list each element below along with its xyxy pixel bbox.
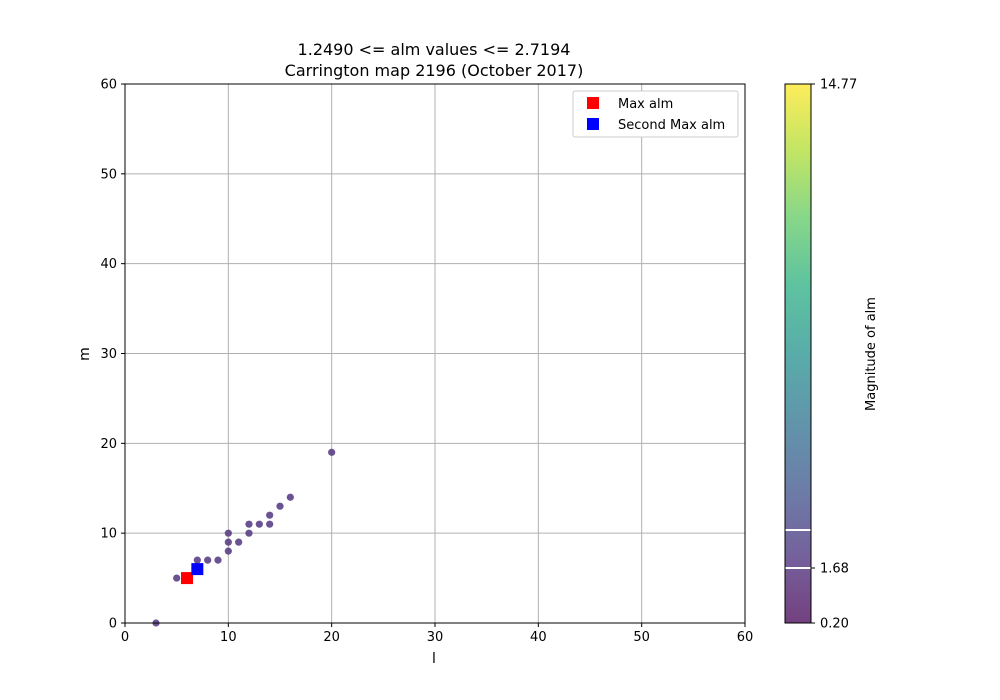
colorbar-frame [784,83,812,624]
colorbar-label: Magnitude of alm [864,297,879,411]
y-tick-label: 0 [109,617,117,632]
y-axis-label: m [77,347,93,361]
data-point [193,556,201,564]
data-point [286,493,294,501]
legend-swatch-second-max-alm [587,118,599,130]
data-point [224,538,232,546]
second-max-alm-marker [191,563,204,576]
data-point [266,520,274,528]
colorbar: 0.20 1.68 14.77 Magnitude of alm [784,78,879,632]
data-point [214,556,222,564]
y-tick-label: 40 [100,257,117,272]
legend-box [572,90,739,138]
y-axis-ticks: 0 10 20 30 40 50 60 [100,78,125,632]
legend-swatch-max-alm [587,97,599,109]
data-point [224,529,232,537]
colorbar-gradient [785,84,811,623]
y-tick-label: 50 [100,167,117,182]
data-point [255,520,263,528]
y-tick-label: 30 [100,347,117,362]
x-axis-label: l [432,651,436,667]
chart-title-line-1: 1.2490 <= alm values <= 2.7194 [298,40,571,59]
max-alm-marker [181,572,193,585]
data-point [173,574,181,582]
y-tick-label: 10 [100,527,117,542]
colorbar-tick-label: 14.77 [820,78,857,93]
colorbar-bound-lines [785,529,811,569]
y-tick-label: 20 [100,437,117,452]
highlight-markers [181,563,204,585]
legend-label-second-max-alm: Second Max alm [618,118,725,133]
plot-area: 0 10 20 30 40 50 60 0 10 20 30 40 50 60 [100,78,753,646]
data-point [328,448,336,456]
data-point [224,547,232,555]
data-point [245,520,253,528]
legend-label-max-alm: Max alm [618,97,673,112]
x-tick-label: 30 [427,630,444,645]
x-tick-label: 10 [220,630,237,645]
data-point [235,538,243,546]
x-tick-label: 20 [323,630,340,645]
data-point [245,529,253,537]
chart-title-line-2: Carrington map 2196 (October 2017) [285,61,584,80]
x-tick-label: 0 [121,630,129,645]
colorbar-tick-label: 0.20 [820,617,849,632]
x-tick-label: 40 [530,630,547,645]
x-tick-label: 60 [737,630,754,645]
colorbar-ticks: 0.20 1.68 14.77 [811,78,857,632]
y-tick-label: 60 [100,78,117,93]
legend: Max alm Second Max alm [572,90,739,138]
data-point [266,511,274,519]
x-axis-ticks: 0 10 20 30 40 50 60 [121,623,753,645]
colorbar-tick-label: 1.68 [820,562,849,577]
data-point [276,502,284,510]
data-point [204,556,212,564]
x-tick-label: 50 [633,630,650,645]
